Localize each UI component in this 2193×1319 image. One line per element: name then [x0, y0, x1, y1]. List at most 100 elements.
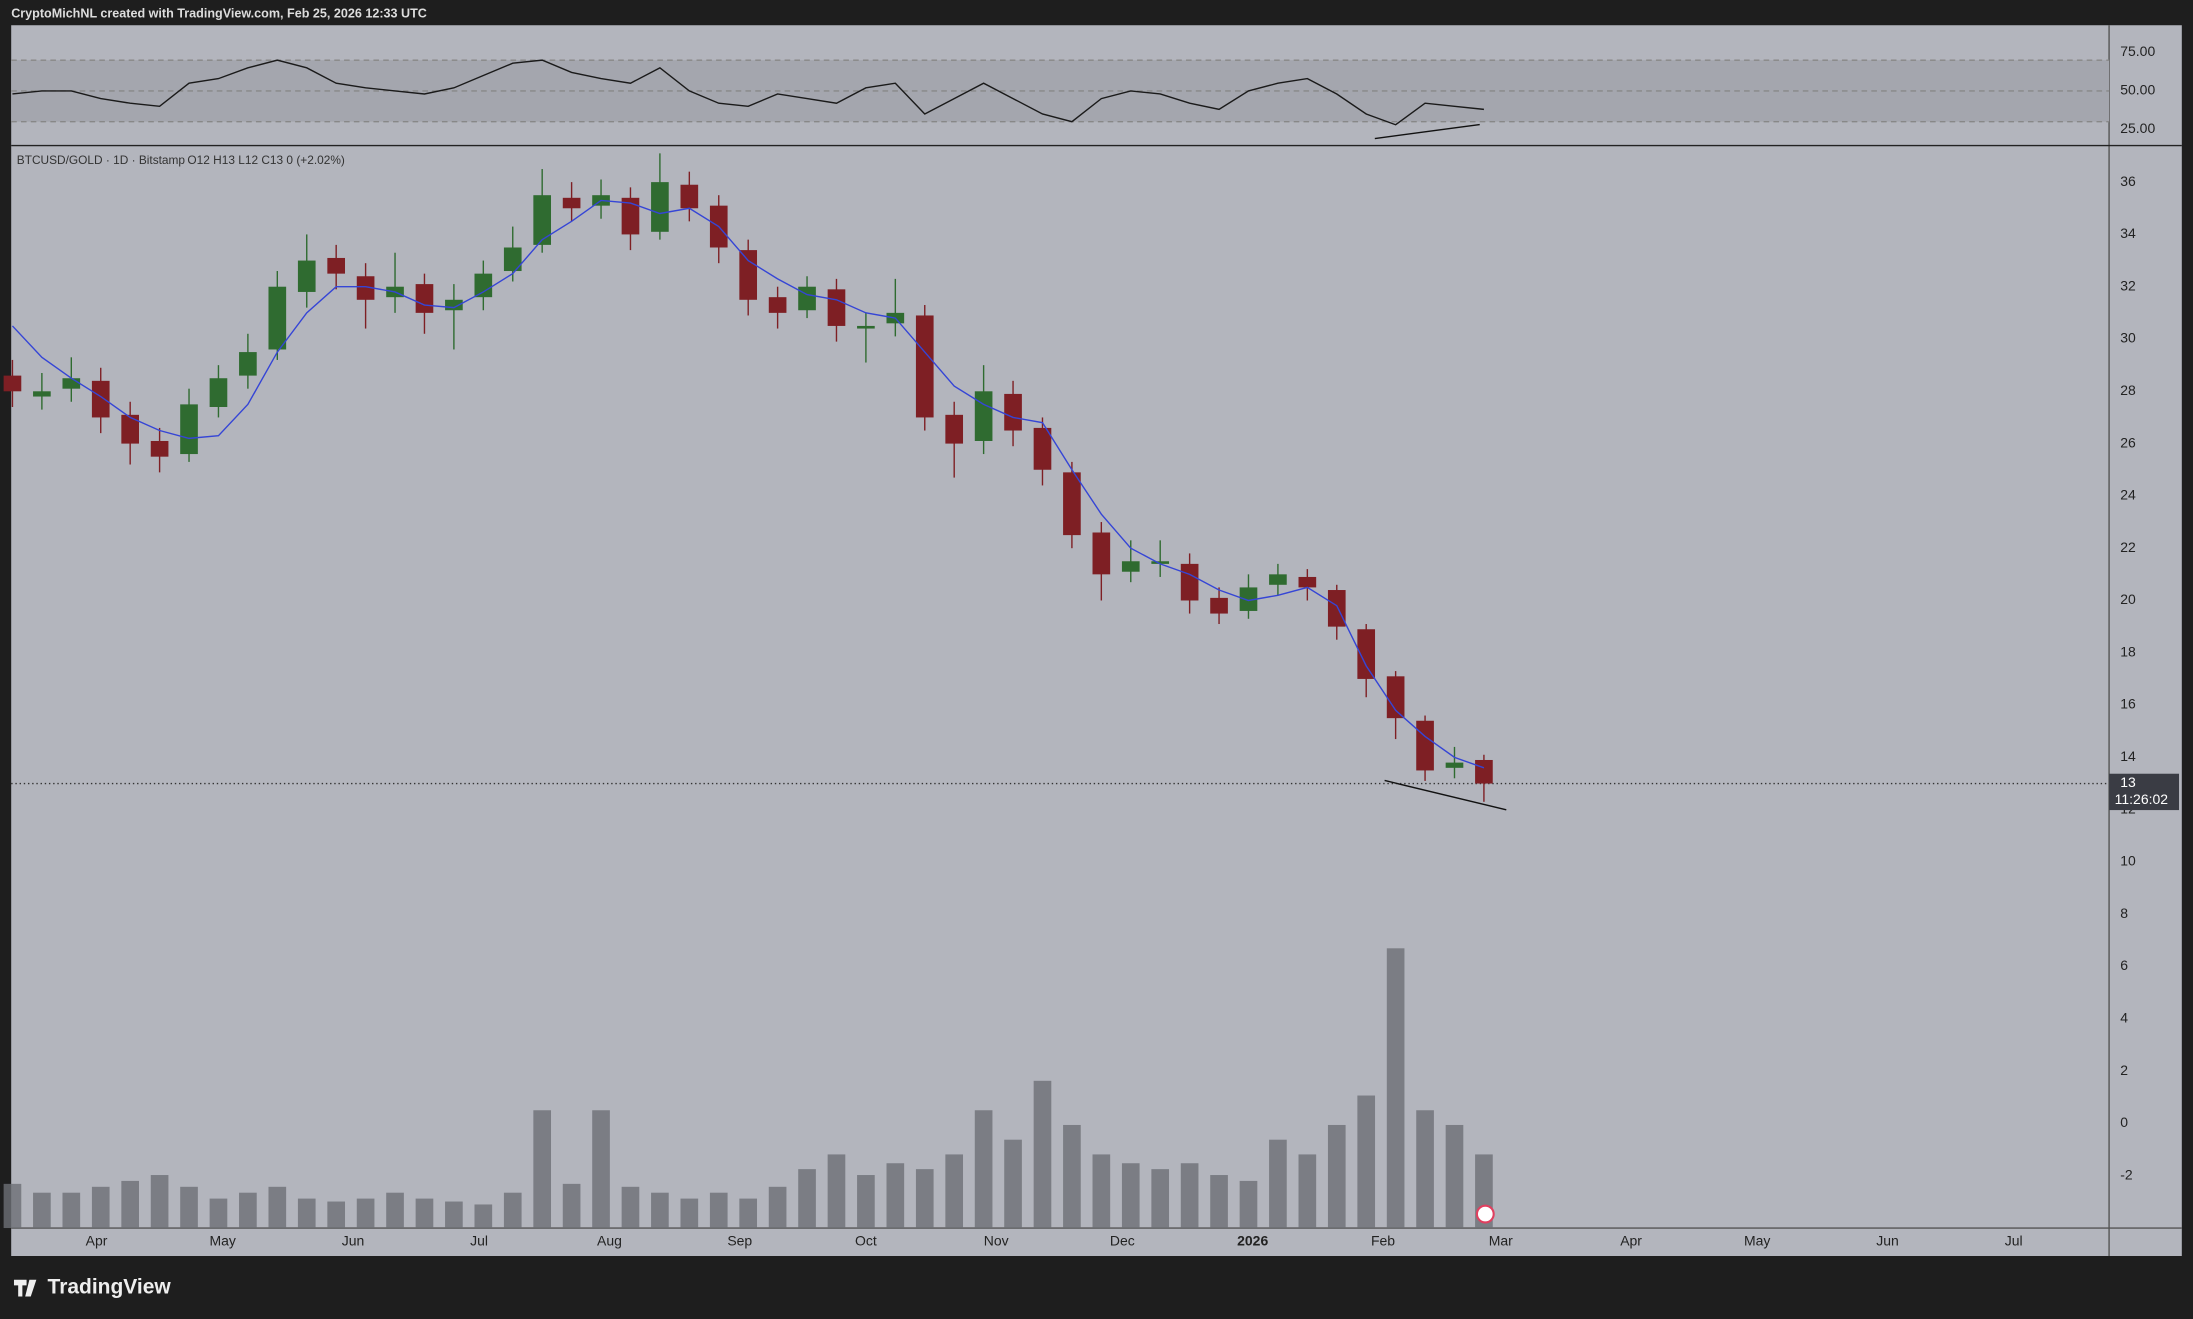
volume-bar	[945, 1154, 964, 1229]
candle-body	[180, 404, 198, 455]
y-tick-label: 24	[2120, 487, 2136, 503]
candle-body	[533, 195, 552, 245]
candle-body	[33, 391, 51, 397]
x-tick-label: Oct	[855, 1233, 877, 1249]
volume-bar	[1298, 1154, 1317, 1229]
volume-bar	[592, 1110, 610, 1229]
volume-bar	[239, 1192, 257, 1229]
candle-body	[945, 414, 964, 444]
volume-bar	[857, 1175, 875, 1229]
candle-body	[62, 378, 81, 389]
x-tick-label: Dec	[1110, 1233, 1135, 1249]
candle-body	[621, 197, 640, 235]
candle-body	[503, 247, 522, 272]
volume-bar	[739, 1198, 758, 1229]
candle-body	[1210, 597, 1228, 614]
volume-bar	[445, 1201, 463, 1229]
candle-body	[1063, 472, 1081, 536]
x-tick-label: Jun	[1876, 1233, 1899, 1249]
candle-body	[268, 286, 287, 350]
candle-body	[1416, 720, 1434, 771]
candle-body	[1151, 561, 1170, 564]
chart-area	[11, 25, 2182, 1257]
volume-bar	[209, 1198, 228, 1229]
candle-body	[798, 286, 816, 311]
countdown-label: 11:26:02	[2115, 791, 2169, 807]
x-tick-label: 2026	[1237, 1233, 1268, 1249]
y-tick-label: 4	[2120, 1010, 2128, 1026]
volume-bar	[1033, 1080, 1052, 1229]
volume-bar	[1180, 1163, 1199, 1229]
volume-bar	[297, 1198, 316, 1229]
volume-bar	[974, 1110, 993, 1229]
rsi-tick-label: 25.00	[2120, 120, 2155, 136]
x-tick-label: Jul	[2005, 1233, 2023, 1249]
y-tick-label: 0	[2120, 1114, 2128, 1130]
y-tick-label: 2	[2120, 1062, 2128, 1078]
volume-bar	[680, 1198, 699, 1229]
volume-bar	[1151, 1169, 1170, 1229]
x-tick-label: Jun	[342, 1233, 365, 1249]
x-tick-label: Jul	[470, 1233, 488, 1249]
candle-body	[1357, 629, 1376, 679]
price-label: 13	[2120, 774, 2136, 790]
candle-body	[827, 289, 846, 326]
y-tick-label: 32	[2120, 277, 2136, 293]
volume-bar	[1210, 1175, 1228, 1229]
volume-bar	[798, 1169, 816, 1229]
y-tick-label: -2	[2120, 1166, 2133, 1182]
candle-body	[209, 378, 228, 407]
rsi-tick-label: 50.00	[2120, 82, 2155, 98]
volume-bar	[327, 1201, 346, 1229]
candle-body	[857, 325, 875, 329]
volume-bar	[268, 1186, 287, 1229]
candle-body	[915, 315, 934, 418]
volume-bar	[33, 1192, 51, 1229]
x-tick-label: Sep	[727, 1233, 752, 1249]
candle-body	[1386, 676, 1405, 719]
volume-bar	[474, 1204, 493, 1229]
y-tick-label: 20	[2120, 591, 2136, 607]
candle-body	[150, 440, 169, 457]
candle-body	[1004, 393, 1022, 431]
candle-body	[974, 391, 993, 441]
y-tick-label: 18	[2120, 643, 2136, 659]
volume-bar	[827, 1154, 846, 1229]
volume-bar	[503, 1192, 522, 1229]
volume-bar	[1445, 1124, 1464, 1229]
legend-symbol: BTCUSD/GOLD · 1D · Bitstamp	[17, 153, 186, 167]
candle-body	[445, 299, 463, 311]
y-tick-label: 22	[2120, 539, 2136, 555]
x-tick-label: Aug	[597, 1233, 622, 1249]
volume-bar	[1416, 1110, 1434, 1229]
candle-body	[680, 184, 699, 209]
y-tick-label: 30	[2120, 330, 2136, 346]
volume-bar	[1386, 948, 1405, 1229]
rsi-line	[12, 59, 1484, 126]
volume-bar	[91, 1186, 110, 1229]
y-tick-label: 26	[2120, 434, 2136, 450]
candle-body	[474, 273, 493, 298]
candle-body	[327, 257, 346, 274]
y-tick-label: 6	[2120, 957, 2128, 973]
volume-bar	[915, 1169, 934, 1229]
volume-bar	[709, 1192, 728, 1229]
volume-bar	[562, 1183, 581, 1229]
rsi-tick-label: 75.00	[2120, 43, 2155, 59]
volume-bar	[1092, 1154, 1111, 1229]
volume-bar	[533, 1110, 552, 1229]
candle-body	[1092, 532, 1111, 575]
volume-bar	[150, 1175, 169, 1229]
y-tick-label: 34	[2120, 225, 2136, 241]
volume-bar	[1063, 1124, 1081, 1229]
volume-bar	[386, 1192, 404, 1229]
legend-ohlc: O12 H13 L12 C13 0 (+2.02%)	[187, 153, 344, 167]
event-icon[interactable]	[1475, 1204, 1495, 1224]
y-tick-label: 10	[2120, 853, 2136, 869]
candle-body	[3, 375, 22, 392]
brand-logo	[13, 1279, 37, 1297]
x-tick-label: Apr	[1620, 1233, 1642, 1249]
volume-bar	[121, 1180, 139, 1229]
candle-body	[768, 297, 787, 313]
candle-body	[356, 276, 375, 300]
